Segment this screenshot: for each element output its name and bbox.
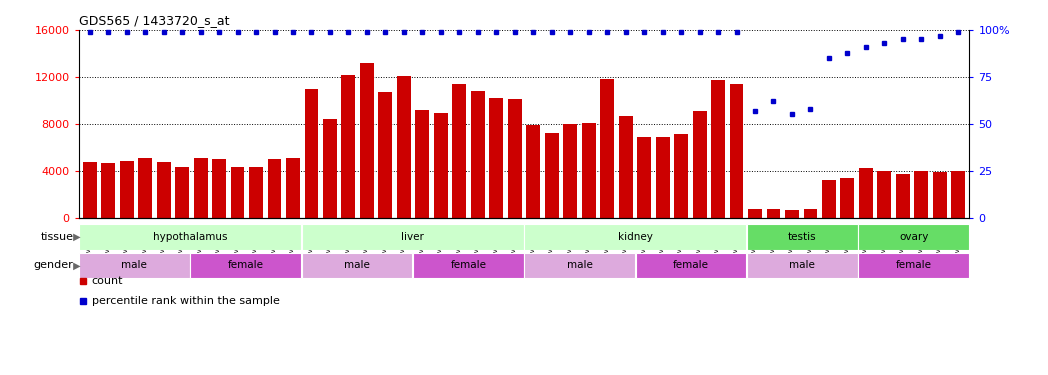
Bar <box>729 84 743 218</box>
Text: ▶: ▶ <box>70 232 81 242</box>
Text: percentile rank within the sample: percentile rank within the sample <box>91 296 280 306</box>
Bar <box>359 63 374 217</box>
Bar <box>305 88 319 218</box>
Bar <box>434 113 447 218</box>
Bar <box>637 136 651 218</box>
Bar <box>712 80 725 218</box>
Bar <box>524 252 635 279</box>
Bar <box>618 116 633 218</box>
Text: female: female <box>451 261 486 270</box>
Bar <box>766 209 781 218</box>
Bar <box>302 224 524 250</box>
Bar <box>489 98 503 218</box>
Text: GDS565 / 1433720_s_at: GDS565 / 1433720_s_at <box>79 15 230 27</box>
Bar <box>858 252 969 279</box>
Text: testis: testis <box>788 232 816 242</box>
Bar <box>822 180 836 218</box>
Text: male: male <box>122 261 147 270</box>
Text: kidney: kidney <box>618 232 653 242</box>
Bar <box>804 209 817 218</box>
Bar <box>79 252 190 279</box>
Bar <box>674 134 689 218</box>
Bar <box>191 252 301 279</box>
Bar <box>582 123 595 218</box>
Bar <box>601 79 614 218</box>
Text: liver: liver <box>401 232 424 242</box>
Bar <box>524 224 746 250</box>
Bar <box>508 99 522 218</box>
Bar <box>249 166 263 218</box>
Bar <box>342 75 355 217</box>
Bar <box>636 252 746 279</box>
Bar <box>896 174 910 217</box>
Text: hypothalamus: hypothalamus <box>153 232 227 242</box>
Bar <box>397 76 411 217</box>
Bar <box>748 209 762 218</box>
Bar <box>138 158 152 218</box>
Bar <box>83 162 96 218</box>
Text: tissue: tissue <box>41 232 73 242</box>
Bar <box>693 111 706 218</box>
Bar <box>175 166 189 218</box>
Bar <box>79 224 301 250</box>
Bar <box>545 133 559 218</box>
Bar <box>413 252 524 279</box>
Bar <box>563 124 577 218</box>
Bar <box>471 91 485 218</box>
Text: male: male <box>789 261 815 270</box>
Bar <box>212 159 226 218</box>
Bar <box>415 110 430 218</box>
Bar <box>102 163 115 218</box>
Bar <box>453 84 466 218</box>
Bar <box>785 210 799 218</box>
Bar <box>378 92 392 218</box>
Bar <box>859 168 873 217</box>
Bar <box>840 178 854 218</box>
Bar <box>286 158 300 218</box>
Bar <box>952 171 965 217</box>
Text: male: male <box>344 261 370 270</box>
Bar <box>933 172 946 217</box>
Bar <box>656 136 670 218</box>
Bar <box>157 162 171 218</box>
Text: male: male <box>567 261 592 270</box>
Bar <box>267 159 282 218</box>
Text: female: female <box>896 261 932 270</box>
Text: ▶: ▶ <box>70 261 81 270</box>
Text: ovary: ovary <box>899 232 929 242</box>
Bar <box>119 160 133 218</box>
Bar <box>323 119 336 218</box>
Bar <box>526 125 540 217</box>
Bar <box>858 224 969 250</box>
Text: female: female <box>673 261 709 270</box>
Bar <box>877 171 891 217</box>
Text: gender: gender <box>34 261 73 270</box>
Bar <box>915 171 929 217</box>
Bar <box>747 224 857 250</box>
Text: count: count <box>91 276 124 286</box>
Text: female: female <box>227 261 264 270</box>
Bar <box>231 166 244 218</box>
Bar <box>302 252 412 279</box>
Bar <box>194 158 208 218</box>
Bar <box>747 252 857 279</box>
